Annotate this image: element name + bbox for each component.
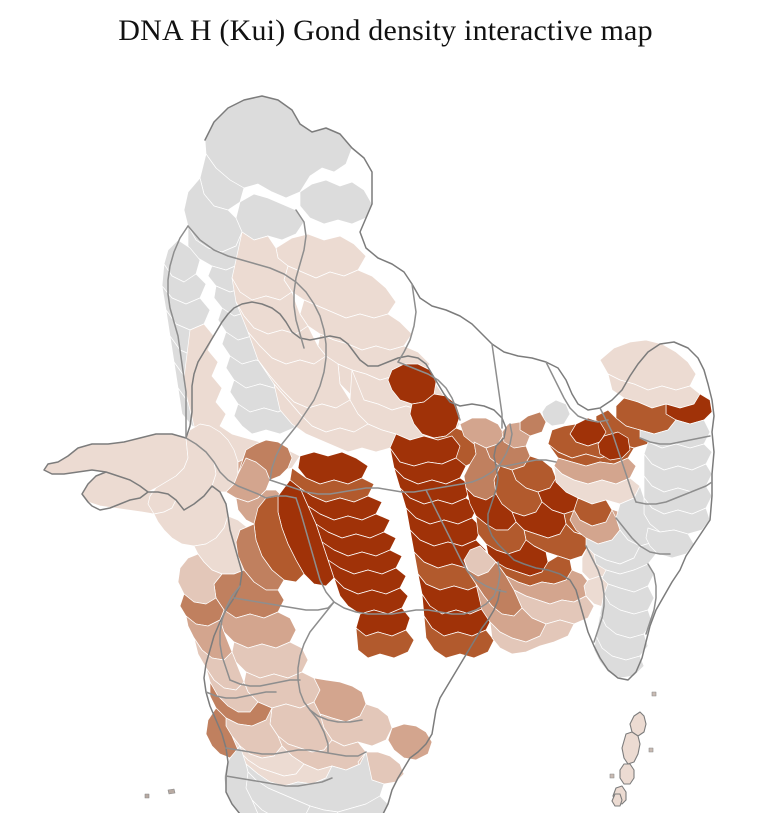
district-nodata[interactable] xyxy=(252,800,338,813)
island-middle-andaman[interactable] xyxy=(621,731,641,765)
district-nodata[interactable] xyxy=(542,400,570,426)
district-nodata[interactable] xyxy=(236,194,304,240)
district-level3[interactable] xyxy=(232,642,308,678)
district-level6[interactable] xyxy=(356,628,414,658)
state-boundaries xyxy=(168,210,712,786)
district-nodata[interactable] xyxy=(646,528,694,558)
state-border-line xyxy=(226,776,332,786)
state-border-line xyxy=(186,438,296,498)
region-group-northeast[interactable] xyxy=(548,340,712,678)
district-level7[interactable] xyxy=(598,432,630,460)
district-level6[interactable] xyxy=(424,616,494,658)
island-speck xyxy=(609,773,615,779)
region-group-east[interactable] xyxy=(460,418,634,654)
district-nodata[interactable] xyxy=(224,746,258,813)
state-border-line xyxy=(586,546,604,642)
district-level3[interactable] xyxy=(490,620,574,654)
state-border-line xyxy=(188,226,326,480)
region-group-south-nodata[interactable] xyxy=(224,746,388,813)
state-border-line xyxy=(546,362,608,422)
island-speck xyxy=(648,747,654,753)
state-border-line xyxy=(600,408,636,502)
lakshadweep-islands[interactable] xyxy=(144,788,176,813)
island-car-nicobar[interactable] xyxy=(611,793,623,807)
district-nodata[interactable] xyxy=(300,180,372,224)
page-title: DNA H (Kui) Gond density interactive map xyxy=(118,14,653,47)
island-speck xyxy=(167,788,176,795)
state-border-line xyxy=(234,598,334,610)
region-group-north-pale[interactable] xyxy=(184,232,460,472)
district-level4[interactable] xyxy=(502,422,530,448)
state-border-line xyxy=(472,424,512,482)
region-group-jammu-kashmir-ladakh[interactable] xyxy=(200,96,372,224)
state-border-line xyxy=(206,692,276,698)
andaman-nicobar-islands[interactable] xyxy=(609,691,657,813)
state-border-line xyxy=(398,362,460,420)
island-speck xyxy=(651,691,657,697)
region-group-gujarat[interactable] xyxy=(44,424,256,574)
region-group-maharashtra[interactable] xyxy=(178,554,320,726)
state-border-line xyxy=(294,210,306,348)
state-border-line xyxy=(616,518,670,554)
state-border-line xyxy=(296,498,500,614)
india-outline xyxy=(44,96,714,813)
state-border-line xyxy=(636,482,712,504)
state-border-line xyxy=(426,490,506,592)
state-border-line xyxy=(230,680,300,686)
state-border-line xyxy=(310,710,328,752)
state-border-line xyxy=(496,460,556,466)
india-district-choropleth-map[interactable] xyxy=(0,52,771,813)
state-border-line xyxy=(398,284,416,362)
state-border-line xyxy=(646,564,656,634)
district-level7[interactable] xyxy=(334,578,408,614)
district-nodata[interactable] xyxy=(334,796,388,813)
map-canvas[interactable] xyxy=(0,52,771,813)
state-border-line xyxy=(492,344,502,428)
region-group-sikkim-bengal-north[interactable] xyxy=(502,400,570,448)
state-border-line xyxy=(640,436,710,444)
state-border-line xyxy=(220,586,240,680)
state-border-line xyxy=(168,226,188,438)
district-level4[interactable] xyxy=(388,724,432,760)
island-speck xyxy=(144,793,150,799)
state-border-line xyxy=(270,480,472,494)
state-border-line xyxy=(298,602,362,722)
state-border-line xyxy=(226,748,366,756)
island-south-andaman[interactable] xyxy=(619,763,635,785)
